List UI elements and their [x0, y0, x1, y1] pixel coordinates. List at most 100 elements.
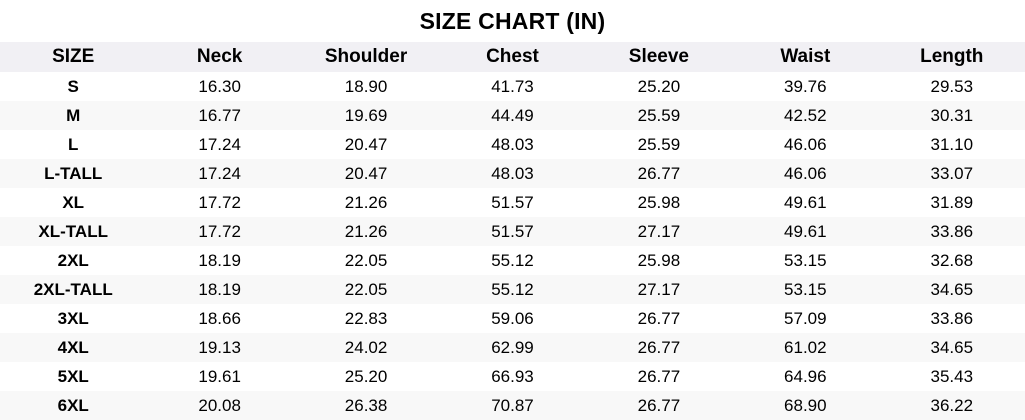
measurement-cell: 27.17 [637, 221, 681, 241]
measurement-cell: 19.61 [198, 366, 241, 386]
measurement-cell: 30.31 [930, 105, 974, 125]
table-row: XL 17.72 21.26 51.57 25.98 49.61 31.89 [0, 188, 1025, 217]
table-row: M 16.77 19.69 44.49 25.59 42.52 30.31 [0, 101, 1025, 130]
table-row: L 17.24 20.47 48.03 25.59 46.06 31.10 [0, 130, 1025, 159]
measurement-cell: 17.72 [198, 221, 241, 241]
header-row: SIZE Neck Shoulder Chest Sleeve Waist Length [0, 42, 1025, 72]
measurement-cell: 64.96 [784, 366, 827, 386]
measurement-cell: 53.15 [784, 250, 827, 270]
measurement-cell: 49.61 [784, 221, 827, 241]
measurement-cell: 19.69 [344, 105, 388, 125]
measurement-cell: 31.89 [930, 192, 974, 212]
measurement-cell: 53.15 [784, 279, 827, 299]
size-label: 3XL [57, 308, 89, 328]
measurement-cell: 51.57 [491, 192, 534, 212]
measurement-cell: 35.43 [930, 366, 974, 386]
measurement-cell: 18.19 [198, 279, 241, 299]
measurement-cell: 20.08 [198, 395, 241, 415]
size-label: L [68, 134, 79, 154]
measurement-cell: 33.86 [930, 221, 974, 241]
measurement-cell: 25.20 [637, 76, 681, 96]
measurement-cell: 31.10 [930, 134, 974, 154]
measurement-cell: 34.65 [930, 337, 974, 357]
measurement-cell: 21.26 [344, 221, 388, 241]
measurement-cell: 26.38 [344, 395, 388, 415]
column-header-length: Length [920, 46, 984, 67]
measurement-cell: 22.83 [344, 308, 388, 328]
table-row: XL-TALL 17.72 21.26 51.57 27.17 49.61 33.86 [0, 217, 1025, 246]
measurement-cell: 61.02 [784, 337, 827, 357]
measurement-cell: 25.98 [637, 192, 681, 212]
measurement-cell: 46.06 [784, 134, 827, 154]
measurement-cell: 18.90 [344, 76, 388, 96]
column-header-sleeve: Sleeve [628, 46, 690, 67]
measurement-cell: 70.87 [491, 395, 534, 415]
measurement-cell: 19.13 [198, 337, 241, 357]
measurement-cell: 16.30 [198, 76, 241, 96]
measurement-cell: 39.76 [784, 76, 827, 96]
measurement-cell: 62.99 [491, 337, 534, 357]
measurement-cell: 25.20 [344, 366, 388, 386]
page-title: SIZE CHART (IN) [419, 8, 606, 34]
size-label: 5XL [57, 366, 89, 386]
measurement-cell: 26.77 [637, 395, 681, 415]
measurement-cell: 57.09 [784, 308, 827, 328]
measurement-cell: 25.98 [637, 250, 681, 270]
table-row: S 16.30 18.90 41.73 25.20 39.76 29.53 [0, 72, 1025, 101]
measurement-cell: 59.06 [491, 308, 534, 328]
measurement-cell: 51.57 [491, 221, 534, 241]
size-label: 2XL-TALL [33, 279, 113, 299]
measurement-cell: 46.06 [784, 163, 827, 183]
measurement-cell: 27.17 [637, 279, 681, 299]
measurement-cell: 44.49 [491, 105, 534, 125]
column-header-shoulder: Shoulder [324, 46, 408, 67]
measurement-cell: 48.03 [491, 134, 534, 154]
measurement-cell: 68.90 [784, 395, 827, 415]
size-label: XL [62, 192, 85, 212]
table-body: S 16.30 18.90 41.73 25.20 39.76 29.53 M 16.77 19.… [0, 72, 1025, 420]
size-label: XL-TALL [38, 221, 108, 241]
measurement-cell: 18.19 [198, 250, 241, 270]
column-header-size: SIZE [52, 46, 95, 67]
size-label: L-TALL [44, 163, 103, 183]
measurement-cell: 17.24 [198, 134, 241, 154]
measurement-cell: 66.93 [491, 366, 534, 386]
column-header-waist: Waist [780, 46, 831, 67]
measurement-cell: 36.22 [930, 395, 974, 415]
measurement-cell: 17.72 [198, 192, 241, 212]
measurement-cell: 21.26 [344, 192, 388, 212]
size-label: 2XL [57, 250, 89, 270]
measurement-cell: 26.77 [637, 366, 681, 386]
measurement-cell: 49.61 [784, 192, 827, 212]
measurement-cell: 41.73 [491, 76, 534, 96]
measurement-cell: 33.86 [930, 308, 974, 328]
table-header: SIZE Neck Shoulder Chest Sleeve Waist Length [0, 42, 1025, 72]
table-row: 2XL 18.19 22.05 55.12 25.98 53.15 32.68 [0, 246, 1025, 275]
measurement-cell: 55.12 [491, 279, 534, 299]
measurement-cell: 22.05 [344, 279, 388, 299]
measurement-cell: 25.59 [637, 134, 681, 154]
table-row: 4XL 19.13 24.02 62.99 26.77 61.02 34.65 [0, 333, 1025, 362]
measurement-cell: 18.66 [198, 308, 241, 328]
table-row: 2XL-TALL 18.19 22.05 55.12 27.17 53.15 34.65 [0, 275, 1025, 304]
column-header-chest: Chest [486, 46, 539, 67]
measurement-cell: 29.53 [930, 76, 974, 96]
size-label: 6XL [57, 395, 89, 415]
measurement-cell: 26.77 [637, 337, 681, 357]
measurement-cell: 48.03 [491, 163, 534, 183]
size-chart-table: SIZE Neck Shoulder Chest Sleeve Waist Length S… [0, 42, 1025, 420]
table-row: 5XL 19.61 25.20 66.93 26.77 64.96 35.43 [0, 362, 1025, 391]
size-label: S [67, 76, 79, 96]
measurement-cell: 16.77 [198, 105, 241, 125]
column-header-neck: Neck [196, 46, 243, 67]
measurement-cell: 20.47 [344, 163, 388, 183]
measurement-cell: 32.68 [930, 250, 974, 270]
measurement-cell: 26.77 [637, 308, 681, 328]
measurement-cell: 34.65 [930, 279, 974, 299]
table-row: L-TALL 17.24 20.47 48.03 26.77 46.06 33.07 [0, 159, 1025, 188]
table-row: 6XL 20.08 26.38 70.87 26.77 68.90 36.22 [0, 391, 1025, 420]
table-row: 3XL 18.66 22.83 59.06 26.77 57.09 33.86 [0, 304, 1025, 333]
measurement-cell: 33.07 [930, 163, 974, 183]
measurement-cell: 55.12 [491, 250, 534, 270]
